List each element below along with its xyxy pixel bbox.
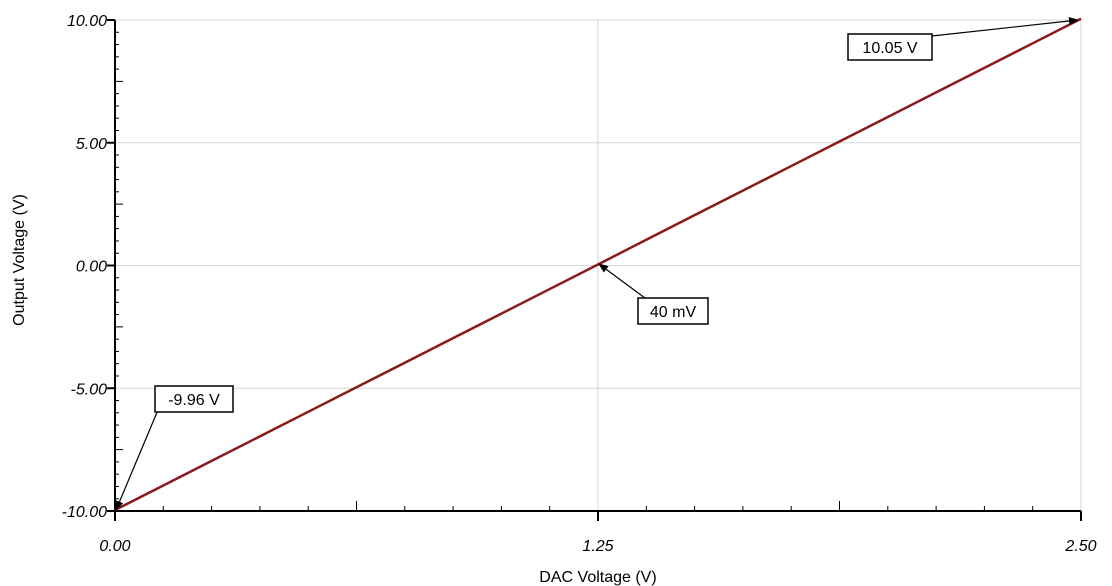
x-tick-label: 1.25 xyxy=(582,538,613,555)
annotation-box xyxy=(847,33,933,61)
annotation-label: 10.05 V xyxy=(862,40,917,57)
annotation-box xyxy=(637,297,709,325)
annotation-arrow xyxy=(115,409,159,511)
y-tick-label: 0.00 xyxy=(76,259,107,276)
y-axis-title: Output Voltage (V) xyxy=(11,194,28,326)
series-layer xyxy=(114,17,1082,512)
y-tick-label: 5.00 xyxy=(76,136,107,153)
x-axis-title: DAC Voltage (V) xyxy=(539,569,656,586)
x-tick-label: 0.00 xyxy=(99,538,130,555)
y-tick-label: -10.00 xyxy=(62,504,107,521)
annotation-arrow xyxy=(598,263,646,299)
series-line xyxy=(114,17,1082,512)
y-tick-label: -5.00 xyxy=(71,381,108,398)
x-tick-label: 2.50 xyxy=(1064,538,1096,555)
x-tick-labels: 0.00 1.25 2.50 xyxy=(99,538,1096,555)
annotation-box xyxy=(154,385,234,413)
annotations: 10.05 V 40 mV -9.96 V xyxy=(115,17,1079,511)
y-tick-label: 10.00 xyxy=(67,13,107,30)
annotation-arrow xyxy=(931,17,1079,37)
y-tick-labels: -10.00 -5.00 0.00 5.00 10.00 xyxy=(62,13,107,521)
annotation-label: 40 mV xyxy=(650,304,697,321)
annotation-label: -9.96 V xyxy=(168,392,220,409)
